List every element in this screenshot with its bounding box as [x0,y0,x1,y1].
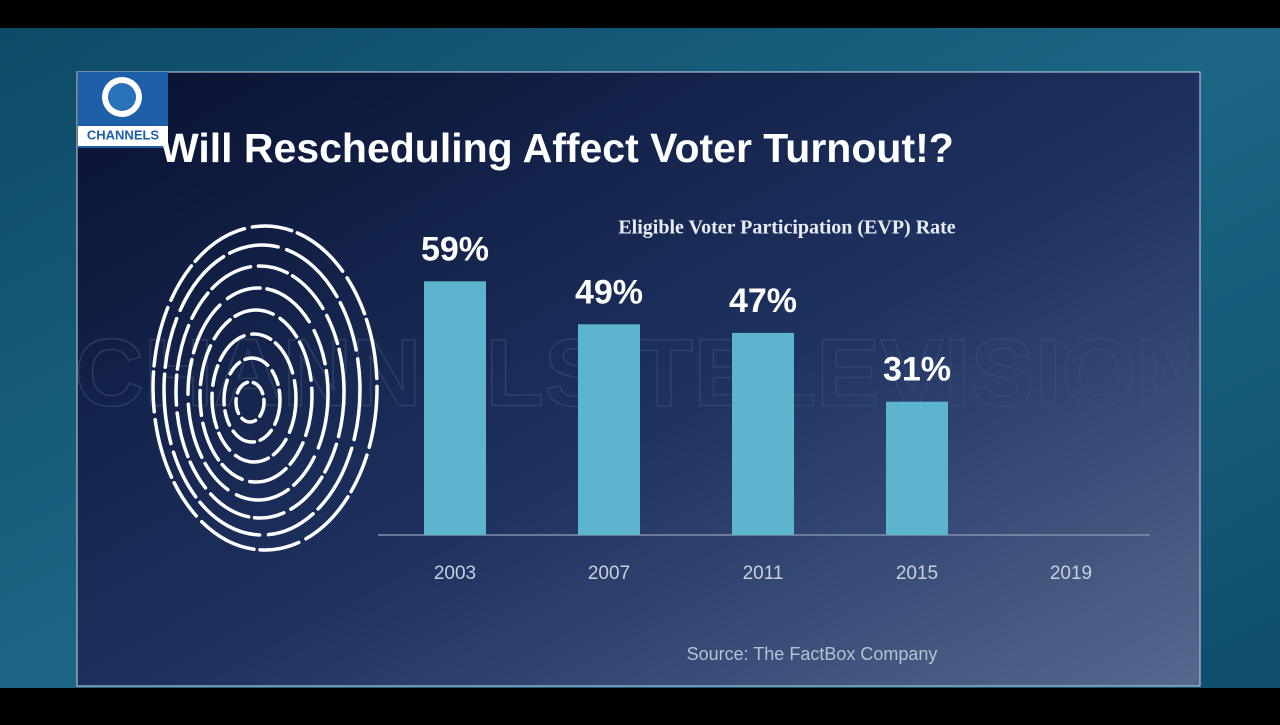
value-label: 31% [883,351,951,389]
logo-text: CHANNELS [87,127,160,142]
x-tick-label: 2003 [434,563,476,584]
value-label: 49% [575,273,643,311]
bar [424,281,486,535]
value-label: 47% [729,282,797,320]
value-label: 59% [421,230,489,268]
logo-band [78,126,168,146]
bar [886,401,948,535]
bar [732,332,794,535]
source: Source: The FactBox Company [687,644,938,664]
x-tick-label: 2015 [896,563,938,584]
bar [578,324,640,535]
chart-subtitle: Eligible Voter Participation (EVP) Rate [618,217,955,239]
fingerprint [151,224,379,552]
x-tick-label: 2011 [743,563,784,584]
logo-globe-inner [108,83,136,111]
x-tick-label: 2019 [1050,563,1092,584]
chart-title: Will Rescheduling Affect Voter Turnout!? [160,125,954,171]
x-tick-label: 2007 [588,563,630,584]
